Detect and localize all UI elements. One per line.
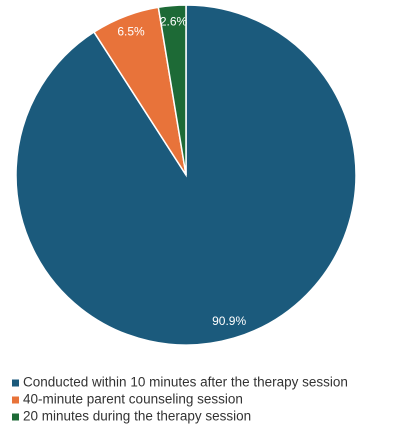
data-label: 6.5% <box>117 24 145 38</box>
pie-slice <box>157 4 187 176</box>
data-label: 90.9% <box>212 314 246 328</box>
legend-label: 20 minutes during the therapy session <box>23 409 251 424</box>
legend-label: 40-minute parent counseling session <box>23 392 243 407</box>
legend-marker <box>12 413 19 421</box>
legend-marker <box>12 396 19 404</box>
data-label: 2.6% <box>160 15 188 29</box>
legend-marker <box>12 379 19 387</box>
legend-label: Conducted within 10 minutes after the th… <box>23 375 348 390</box>
